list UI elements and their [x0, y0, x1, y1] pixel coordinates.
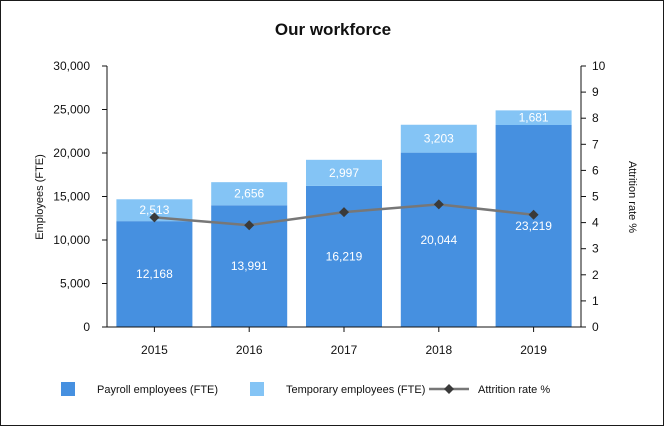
- y2-tick-label: 9: [592, 85, 599, 99]
- bar-temporary: [306, 159, 382, 186]
- legend-marker-attrition: [444, 384, 454, 394]
- x-tick-label: 2018: [425, 343, 452, 357]
- x-tick-label: 2015: [141, 343, 168, 357]
- plot-area: 12,1682,513201513,9912,656201616,2192,99…: [53, 59, 605, 357]
- legend: Payroll employees (FTE) Temporary employe…: [61, 382, 550, 396]
- bar-payroll: [116, 221, 193, 327]
- bar-temporary: [116, 199, 193, 222]
- bar-payroll: [400, 152, 477, 327]
- legend-label-attrition: Attrition rate %: [478, 384, 550, 396]
- attrition-point: [339, 207, 349, 218]
- y-tick-label: 10,000: [53, 233, 90, 247]
- chart-title: Our workforce: [275, 20, 391, 39]
- y2-tick-label: 0: [592, 320, 599, 334]
- legend-swatch-payroll: [61, 382, 75, 396]
- y2-tick-label: 1: [592, 294, 599, 308]
- attrition-point: [149, 212, 160, 223]
- data-label-payroll: 23,219: [515, 219, 552, 233]
- x-tick-label: 2016: [236, 343, 263, 357]
- data-label-temporary: 3,203: [424, 132, 454, 146]
- y-tick-label: 20,000: [53, 146, 90, 160]
- y2-tick-label: 10: [592, 59, 606, 73]
- y-tick-label: 5,000: [60, 277, 90, 291]
- data-label-payroll: 13,991: [231, 259, 268, 273]
- legend-label-payroll: Payroll employees (FTE): [97, 384, 218, 396]
- data-label-temporary: 1,681: [519, 111, 549, 125]
- y2-tick-label: 3: [592, 242, 599, 256]
- data-label-temporary: 2,513: [139, 203, 169, 217]
- y-tick-label: 25,000: [53, 103, 90, 117]
- y2-axis-label: Attrition rate %: [626, 161, 638, 233]
- x-tick-label: 2019: [520, 343, 547, 357]
- y-tick-label: 15,000: [53, 190, 90, 204]
- data-label-payroll: 20,044: [420, 233, 457, 247]
- data-label-temporary: 2,997: [329, 166, 359, 180]
- y2-tick-label: 4: [592, 216, 599, 230]
- y2-tick-label: 2: [592, 268, 599, 282]
- bar-payroll: [495, 124, 572, 328]
- attrition-point: [244, 220, 255, 231]
- y-tick-label: 30,000: [53, 59, 90, 73]
- y2-tick-label: 6: [592, 163, 599, 177]
- y2-tick-label: 8: [592, 111, 599, 125]
- x-tick-label: 2017: [331, 343, 358, 357]
- data-label-payroll: 12,168: [136, 267, 173, 281]
- y2-tick-label: 7: [592, 137, 599, 151]
- attrition-point: [433, 199, 444, 210]
- y2-tick-label: 5: [592, 190, 599, 204]
- bar-temporary: [211, 182, 288, 206]
- bar-temporary: [400, 124, 477, 153]
- y-axis-label: Employees (FTE): [34, 154, 46, 240]
- data-label-temporary: 2,656: [234, 187, 264, 201]
- attrition-point: [528, 209, 539, 220]
- y-tick-label: 0: [83, 320, 90, 334]
- data-label-payroll: 16,219: [326, 249, 363, 263]
- bar-temporary: [495, 110, 572, 125]
- legend-label-temporary: Temporary employees (FTE): [286, 384, 425, 396]
- legend-swatch-temporary: [250, 382, 264, 396]
